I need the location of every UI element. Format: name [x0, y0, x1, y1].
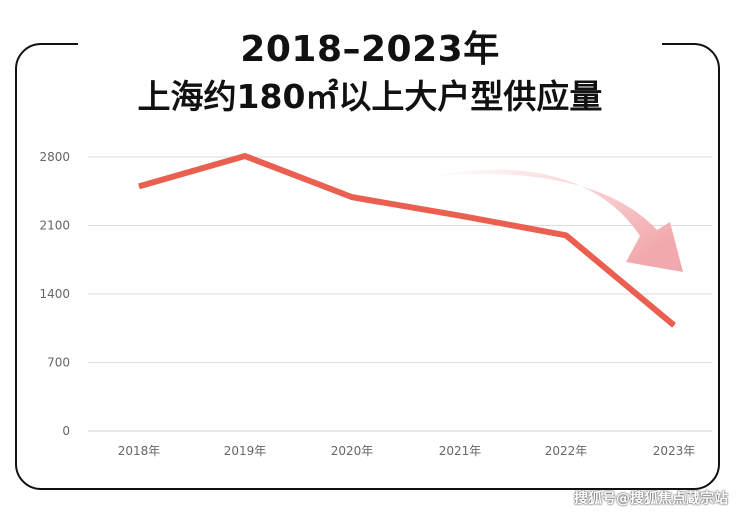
data-point: [244, 155, 246, 157]
series-line: [138, 153, 676, 328]
y-tick-label: 2800: [39, 150, 70, 164]
y-tick-label: 2100: [39, 219, 70, 233]
data-point: [138, 185, 140, 187]
x-tick-label: 2022年: [545, 444, 588, 458]
trend-arrow: [428, 169, 683, 272]
data-point: [673, 324, 675, 326]
x-tick-label: 2020年: [331, 444, 374, 458]
y-tick-label: 700: [47, 356, 70, 370]
data-point: [459, 215, 461, 217]
chart-title-years: 2018–2023年: [240, 29, 500, 70]
data-point: [565, 234, 567, 236]
x-tick-label: 2023年: [653, 444, 696, 458]
chart-title-subject: 上海约180㎡以上大户型供应量: [137, 77, 603, 116]
x-tick-label: 2019年: [224, 444, 267, 458]
title-background: [78, 30, 662, 62]
watermark-text: 搜狐号@搜狐焦点蔵宗站: [574, 491, 728, 507]
y-tick-label: 1400: [39, 287, 70, 301]
x-tick-label: 2021年: [439, 444, 482, 458]
y-tick-label: 0: [62, 424, 70, 438]
data-point: [351, 196, 353, 198]
x-tick-label: 2018年: [118, 444, 161, 458]
